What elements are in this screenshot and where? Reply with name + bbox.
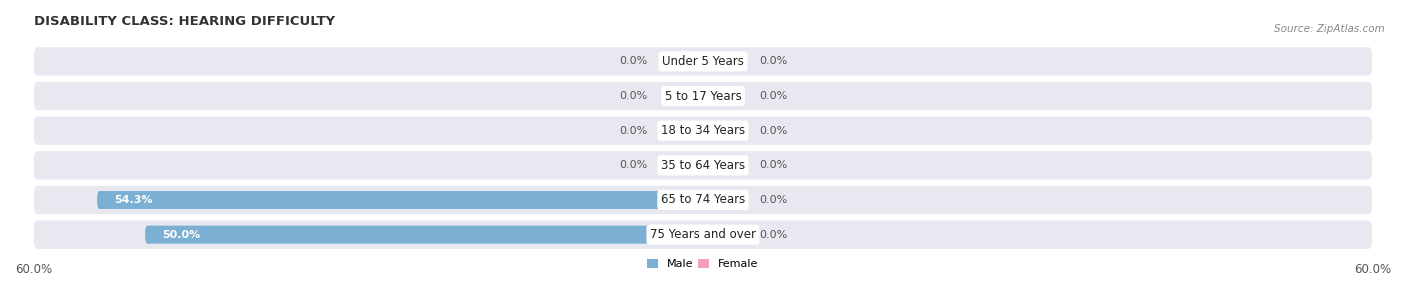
Text: 0.0%: 0.0% [759,195,787,205]
FancyBboxPatch shape [703,122,742,140]
Text: 0.0%: 0.0% [759,126,787,136]
Text: 0.0%: 0.0% [619,126,647,136]
Text: 0.0%: 0.0% [619,160,647,170]
Text: 5 to 17 Years: 5 to 17 Years [665,90,741,103]
FancyBboxPatch shape [664,87,703,105]
FancyBboxPatch shape [34,47,1372,76]
Legend: Male, Female: Male, Female [647,259,759,269]
FancyBboxPatch shape [34,186,1372,214]
Text: 18 to 34 Years: 18 to 34 Years [661,124,745,137]
FancyBboxPatch shape [34,117,1372,145]
Text: 0.0%: 0.0% [759,91,787,101]
Text: Source: ZipAtlas.com: Source: ZipAtlas.com [1274,24,1385,35]
FancyBboxPatch shape [34,220,1372,249]
Text: 65 to 74 Years: 65 to 74 Years [661,193,745,207]
Text: 75 Years and over: 75 Years and over [650,228,756,241]
FancyBboxPatch shape [703,156,742,174]
Text: 54.3%: 54.3% [114,195,152,205]
FancyBboxPatch shape [34,151,1372,180]
Text: 50.0%: 50.0% [162,230,200,240]
Text: 0.0%: 0.0% [759,160,787,170]
FancyBboxPatch shape [145,226,703,244]
FancyBboxPatch shape [664,122,703,140]
Text: DISABILITY CLASS: HEARING DIFFICULTY: DISABILITY CLASS: HEARING DIFFICULTY [34,15,335,28]
FancyBboxPatch shape [664,52,703,70]
FancyBboxPatch shape [703,52,742,70]
Text: 0.0%: 0.0% [619,56,647,66]
Text: 0.0%: 0.0% [619,91,647,101]
FancyBboxPatch shape [664,156,703,174]
FancyBboxPatch shape [97,191,703,209]
FancyBboxPatch shape [703,191,742,209]
FancyBboxPatch shape [703,226,742,244]
FancyBboxPatch shape [703,87,742,105]
Text: Under 5 Years: Under 5 Years [662,55,744,68]
FancyBboxPatch shape [34,82,1372,110]
Text: 35 to 64 Years: 35 to 64 Years [661,159,745,172]
Text: 0.0%: 0.0% [759,56,787,66]
Text: 0.0%: 0.0% [759,230,787,240]
